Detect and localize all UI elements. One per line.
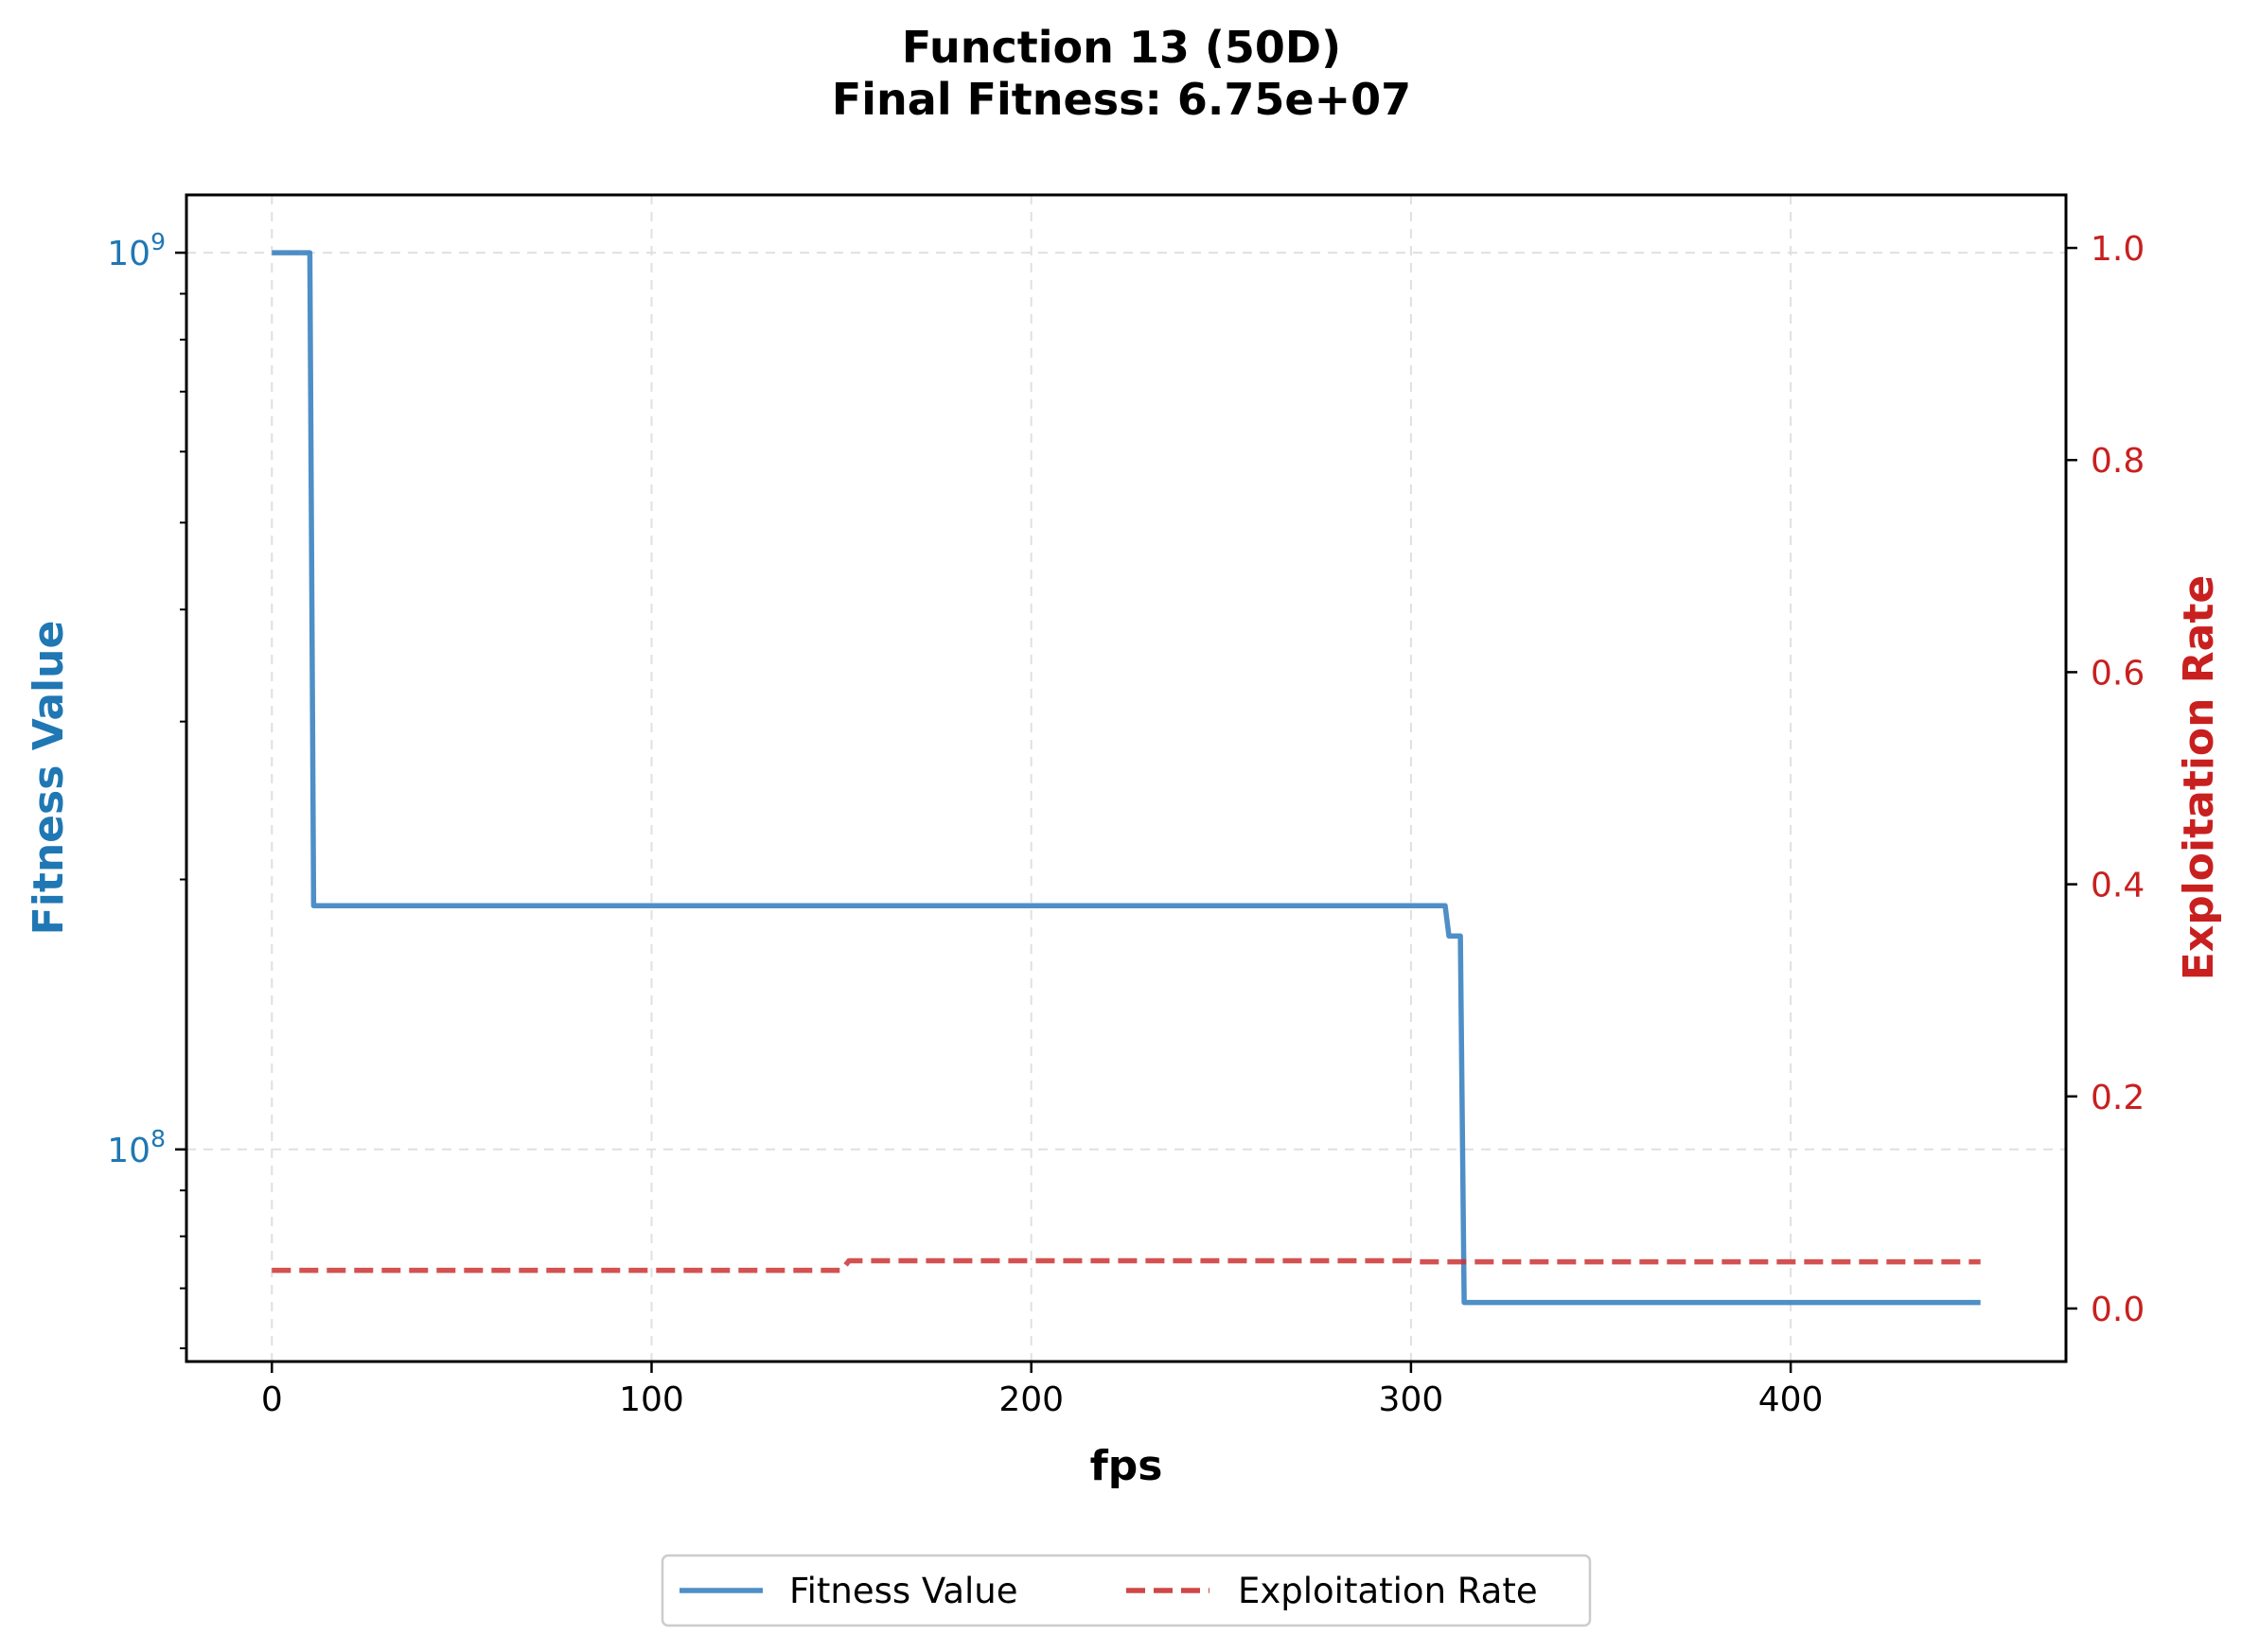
y-right-tick-label: 0.0 <box>2091 1291 2145 1329</box>
chart-title: Function 13 (50D) <box>902 22 1341 73</box>
series-lines <box>272 250 1981 1306</box>
x-tick-label: 400 <box>1758 1380 1824 1419</box>
x-tick-label: 200 <box>998 1380 1064 1419</box>
x-axis-label: fps <box>1090 1442 1163 1490</box>
chart-subtitle: Final Fitness: 6.75e+07 <box>832 74 1411 125</box>
axis-ticks: 0 100 200 300 400 109 108 0.0 0.2 0.4 0.6 0.8 1.0 <box>107 228 2145 1419</box>
y-right-tick-label: 0.6 <box>2091 654 2145 693</box>
y-right-tick-label: 0.8 <box>2091 442 2145 481</box>
legend: Fitness Value Exploitation Rate <box>661 1554 1592 1627</box>
y-right-axis-label: Exploitation Rate <box>2175 575 2223 980</box>
legend-label-exploitation: Exploitation Rate <box>1238 1571 1538 1611</box>
y-right-tick-label: 1.0 <box>2091 230 2145 269</box>
fitness-value-line <box>272 250 1981 1306</box>
y-right-tick-label: 0.4 <box>2091 867 2145 905</box>
y-left-axis-label: Fitness Value <box>25 621 73 936</box>
y-right-tick-label: 0.2 <box>2091 1079 2145 1117</box>
y-left-tick-label: 109 <box>107 228 166 273</box>
x-tick-label: 0 <box>261 1380 283 1419</box>
exploitation-rate-line <box>272 1257 1981 1274</box>
y-left-tick-label: 108 <box>107 1125 166 1170</box>
x-tick-label: 100 <box>619 1380 684 1419</box>
legend-label-fitness: Fitness Value <box>789 1571 1018 1611</box>
plot-frame <box>185 193 2068 1363</box>
grid-lines <box>186 195 2066 1362</box>
x-tick-label: 300 <box>1379 1380 1444 1419</box>
